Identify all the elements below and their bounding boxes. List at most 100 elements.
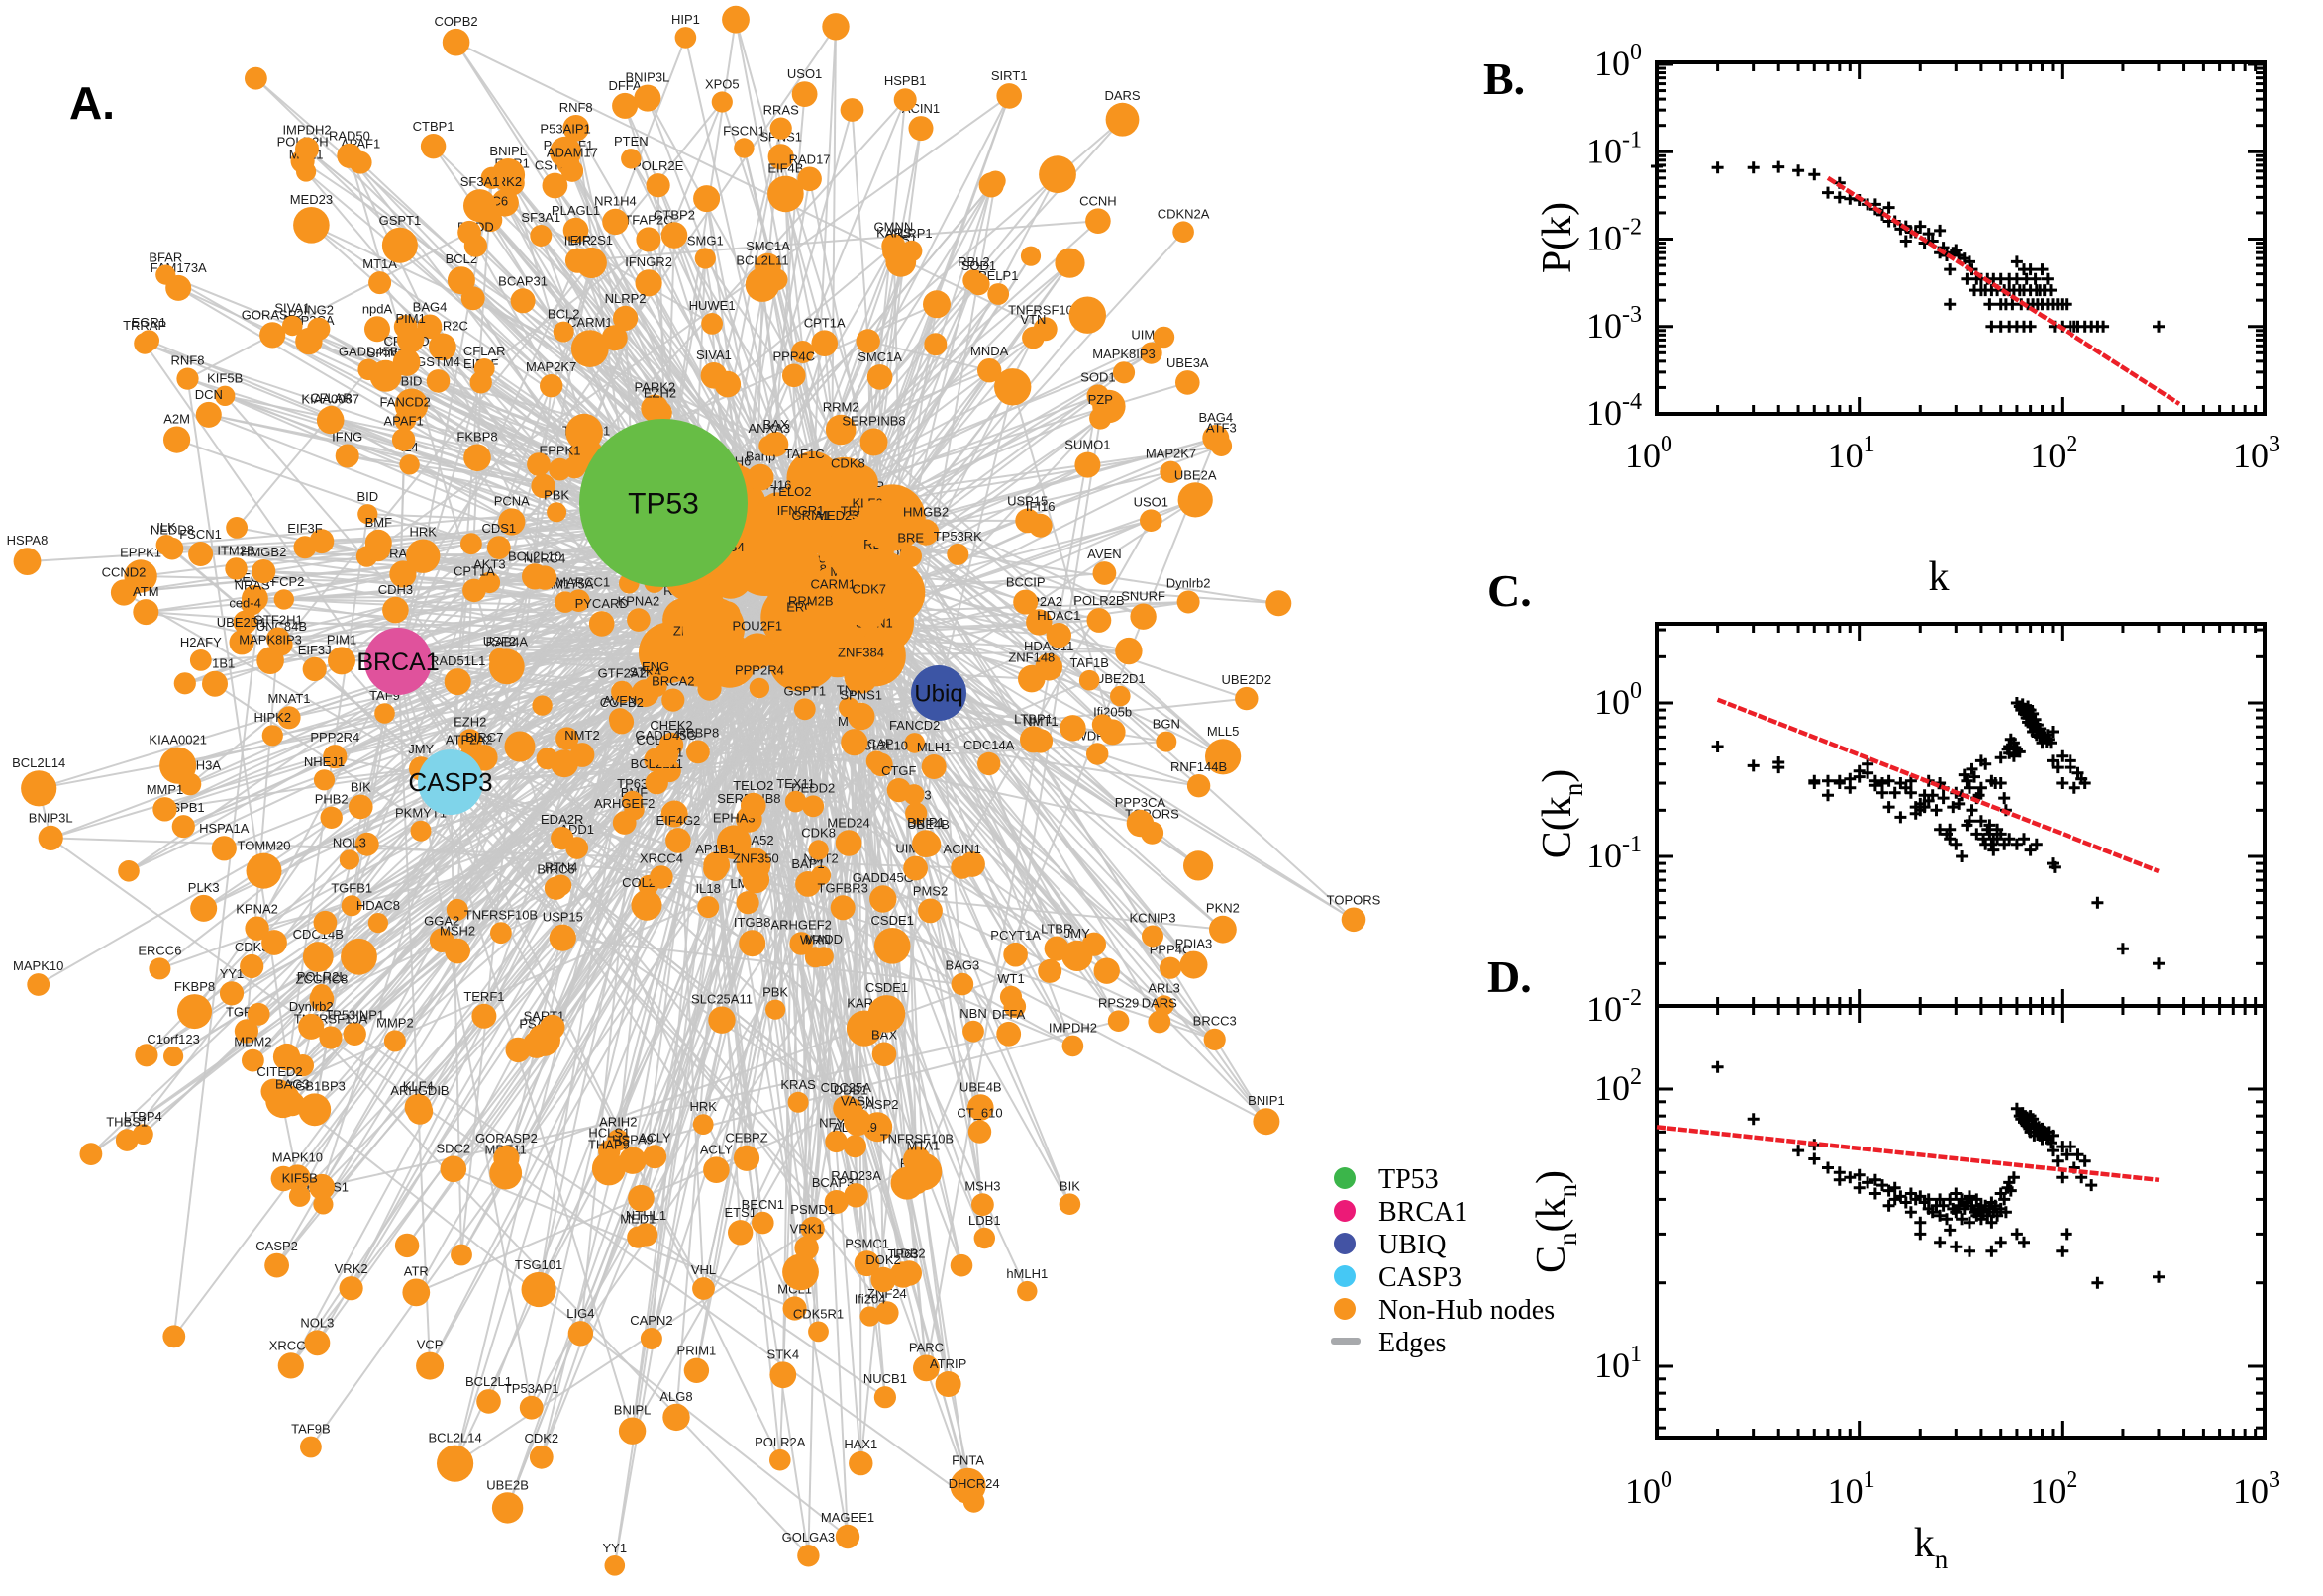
gene-label: CDK7	[852, 581, 886, 596]
gene-label: EIF4G2	[656, 813, 701, 828]
network-node	[245, 66, 267, 90]
gene-label: CTGF	[881, 763, 916, 778]
gene-label: USF2	[483, 634, 516, 648]
gene-label: BGN	[1153, 717, 1180, 732]
network-node	[765, 999, 786, 1020]
gene-label: UBE2A	[1174, 467, 1217, 482]
gene-label: EIF3J	[298, 643, 332, 657]
network-node	[967, 1094, 994, 1121]
gene-label: MMP2	[376, 1015, 414, 1030]
network-node	[177, 994, 212, 1030]
network-node	[1018, 664, 1046, 693]
plot-frame	[1655, 622, 2267, 1008]
network-edge	[859, 550, 1267, 1123]
network-edge	[354, 1033, 886, 1399]
gene-label: CTBP2	[654, 207, 695, 222]
network-node	[703, 1156, 730, 1183]
gene-label: TP63	[887, 1247, 918, 1261]
network-node	[457, 220, 481, 245]
network-node	[476, 1389, 501, 1414]
gene-label: SMARCC1	[548, 574, 611, 589]
network-node	[767, 144, 794, 170]
gene-label: NUCB1	[863, 1371, 907, 1386]
network-node	[521, 1271, 556, 1308]
network-edge	[938, 619, 1100, 694]
gene-label: CT_610	[957, 1105, 1002, 1120]
gene-label: ATR	[404, 1264, 429, 1279]
gene-label: EZH2	[454, 714, 486, 729]
network-node	[840, 98, 864, 122]
network-node	[288, 1185, 311, 1207]
gene-label: NLRP1	[891, 226, 933, 241]
gene-label: CEBPZ	[725, 1131, 767, 1146]
gene-label: npdA	[362, 301, 393, 316]
network-node	[173, 672, 196, 695]
gene-label: ZNF350	[733, 851, 779, 866]
gene-label: BECN1	[742, 1197, 784, 1212]
network-node	[921, 754, 947, 779]
network-node	[490, 922, 512, 945]
gene-label: MSH2	[440, 924, 475, 939]
gene-label: DHCR24	[949, 1476, 1000, 1491]
gene-label: BNIP1	[907, 815, 945, 830]
network-node	[211, 836, 237, 861]
network-node	[396, 325, 425, 353]
gene-label: ARIH2	[599, 1114, 637, 1129]
network-edge	[397, 660, 1216, 1041]
network-node	[844, 659, 878, 694]
network-node	[858, 551, 912, 607]
gene-label: AP1B1	[695, 842, 735, 856]
network-node	[570, 330, 609, 367]
network-node	[451, 1244, 472, 1266]
gene-label: SIVA1	[274, 301, 310, 316]
network-node	[560, 159, 584, 182]
gene-label: TSG101	[515, 1257, 562, 1272]
network-edge	[506, 943, 1095, 1159]
panel-b-label: B.	[1483, 53, 1525, 104]
gene-label: MLL5	[1207, 724, 1240, 739]
gene-label: NOL3	[333, 835, 366, 849]
network-node	[692, 1114, 714, 1135]
network-edge	[859, 692, 940, 1464]
hub-label-ubiq: Ubiq	[914, 680, 962, 707]
network-edge	[450, 282, 651, 783]
gene-label: GTF2A2	[598, 666, 647, 681]
gene-label: ADAM17	[547, 146, 598, 160]
gene-label: ANXA3	[748, 421, 790, 436]
network-node	[488, 648, 510, 669]
network-node	[758, 435, 780, 456]
network-node	[298, 1013, 325, 1040]
network-edge	[721, 692, 940, 1021]
network-node	[844, 1183, 868, 1208]
gene-label: EPPK1	[120, 545, 161, 559]
gene-label: ATF3	[1206, 420, 1237, 435]
network-node	[962, 1491, 985, 1513]
network-node	[354, 832, 379, 856]
gene-label: SOD1	[961, 258, 996, 273]
legend-label-brca1: BRCA1	[1378, 1197, 1467, 1228]
gene-label: GADD45G	[635, 728, 696, 743]
network-node	[296, 161, 317, 182]
network-edge	[872, 441, 1224, 758]
gene-label: UBE4B	[960, 1079, 1002, 1094]
network-node	[802, 795, 825, 818]
gene-label: KIAA0021	[149, 733, 207, 748]
gene-label: GSPT1	[783, 683, 826, 698]
network-node	[1028, 513, 1053, 538]
network-node	[357, 504, 378, 525]
gene-label: CCNH	[1079, 194, 1117, 209]
network-node	[1203, 1028, 1226, 1050]
network-node	[602, 208, 629, 236]
gene-label: SERPINB8	[842, 414, 905, 429]
network-edge	[450, 550, 706, 783]
network-edge	[255, 660, 399, 930]
gene-label: RPS29	[1098, 995, 1139, 1010]
gene-label: ING2	[304, 303, 334, 318]
network-node	[463, 444, 491, 472]
gene-label: VHL	[691, 1262, 716, 1277]
gene-label: TNFRSF10B	[464, 907, 538, 922]
network-node	[343, 1022, 366, 1047]
gene-label: MNDA	[970, 344, 1009, 358]
network-node	[304, 1330, 331, 1356]
